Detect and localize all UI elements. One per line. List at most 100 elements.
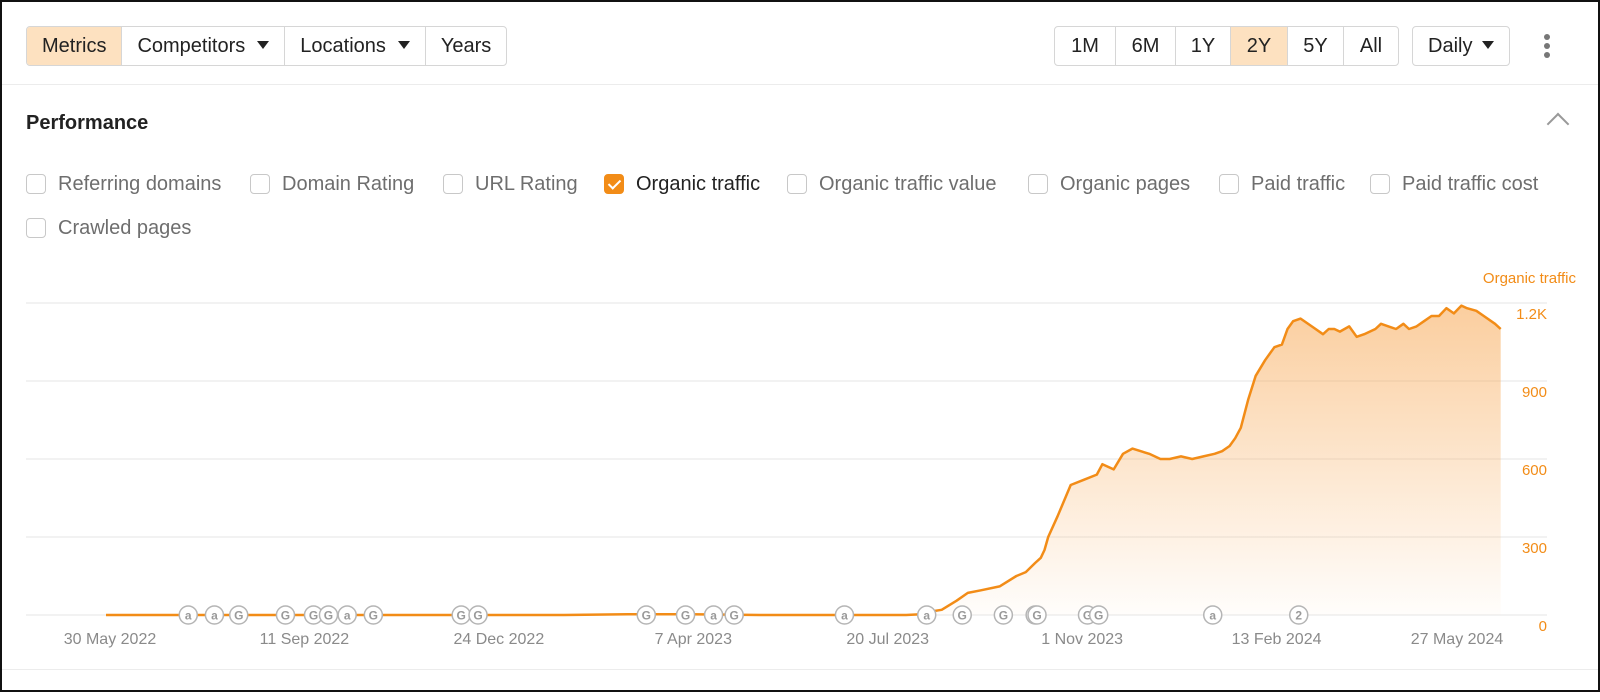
tab-years[interactable]: Years bbox=[440, 35, 492, 57]
collapse-chevron-up-icon[interactable] bbox=[1546, 112, 1570, 136]
metric-referring-domains[interactable]: Referring domains bbox=[26, 172, 221, 196]
annotation-circle bbox=[204, 605, 225, 625]
annotation-circle bbox=[1027, 605, 1047, 625]
annotation-label: G bbox=[729, 609, 738, 623]
annotation-marker: G bbox=[724, 605, 744, 625]
metric-url-rating[interactable]: URL Rating bbox=[443, 172, 578, 196]
x-tick-label: 13 Feb 2024 bbox=[1232, 631, 1322, 648]
annotation-circle bbox=[952, 605, 972, 625]
time-range-selector: 1M 6M 1Y 2Y 5Y All bbox=[1054, 26, 1399, 66]
metric-label: Organic traffic value bbox=[819, 172, 997, 195]
annotation-circle bbox=[703, 605, 724, 625]
metric-organic-traffic[interactable]: Organic traffic bbox=[604, 172, 760, 196]
range-6m-button[interactable]: 6M bbox=[1116, 27, 1176, 65]
annotation-label: G bbox=[1094, 609, 1103, 623]
range-1m-button[interactable]: 1M bbox=[1055, 27, 1116, 65]
x-tick-label: 7 Apr 2023 bbox=[655, 631, 733, 648]
competitors-dropdown[interactable]: Competitors bbox=[122, 27, 286, 65]
granularity-button[interactable]: Daily bbox=[1413, 27, 1509, 65]
y-axis-label: Organic traffic bbox=[1483, 270, 1577, 287]
checkbox[interactable] bbox=[1219, 174, 1239, 194]
annotation-label: a bbox=[344, 609, 351, 623]
toolbar: Metrics Competitors Locations Years 1M 6… bbox=[2, 2, 1598, 85]
organic-traffic-chart: aaGGGGaGGGGGaGaaGGGGGGa2 03006009001.2KO… bbox=[26, 270, 1577, 648]
annotation-marker: a bbox=[178, 605, 199, 625]
annotation-circle bbox=[636, 605, 657, 625]
metric-paid-traffic[interactable]: Paid traffic bbox=[1219, 172, 1345, 196]
annotation-label: a bbox=[211, 609, 218, 623]
annotation-label: G bbox=[999, 609, 1008, 623]
checkbox[interactable] bbox=[443, 174, 463, 194]
annotation-label: G bbox=[457, 609, 466, 623]
annotation-marker: G bbox=[675, 605, 696, 625]
caret-down-icon bbox=[1482, 40, 1495, 49]
x-tick-label: 24 Dec 2022 bbox=[453, 631, 544, 648]
annotation-marker: G bbox=[952, 605, 972, 625]
annotation-marker: G bbox=[451, 605, 471, 625]
annotation-circle bbox=[468, 605, 488, 625]
checkbox[interactable] bbox=[26, 218, 46, 238]
checkbox-checked[interactable] bbox=[604, 174, 624, 194]
checkbox[interactable] bbox=[26, 174, 46, 194]
metric-paid-traffic-cost[interactable]: Paid traffic cost bbox=[1370, 172, 1538, 196]
range-all-button[interactable]: All bbox=[1359, 35, 1383, 57]
y-tick-label: 600 bbox=[1522, 462, 1547, 479]
checkbox[interactable] bbox=[250, 174, 270, 194]
annotation-label: G bbox=[324, 609, 333, 623]
annotation-circle bbox=[228, 605, 249, 625]
metric-crawled-pages[interactable]: Crawled pages bbox=[26, 216, 191, 240]
annotation-label: G bbox=[473, 609, 482, 623]
locations-dropdown[interactable]: Locations bbox=[285, 27, 426, 65]
metric-label: Organic pages bbox=[1060, 172, 1191, 195]
y-tick-label: 1.2K bbox=[1516, 306, 1547, 323]
series-area bbox=[106, 305, 1501, 615]
checkbox[interactable] bbox=[1028, 174, 1048, 194]
annotation-label: G bbox=[958, 609, 967, 623]
annotation-label: G bbox=[1083, 609, 1092, 623]
range-1y-button[interactable]: 1Y bbox=[1176, 27, 1231, 65]
annotation-label: G bbox=[309, 609, 318, 623]
annotation-label: a bbox=[1209, 609, 1216, 623]
annotation-label: G bbox=[281, 609, 290, 623]
metric-organic-pages[interactable]: Organic pages bbox=[1028, 172, 1190, 196]
range-2y-button[interactable]: 2Y bbox=[1231, 27, 1288, 65]
x-tick-label: 30 May 2022 bbox=[64, 631, 157, 648]
metric-label: Referring domains bbox=[58, 172, 222, 195]
annotation-marker: a bbox=[337, 605, 357, 625]
checkbox[interactable] bbox=[787, 174, 807, 194]
annotation-label: a bbox=[923, 609, 930, 623]
metric-label: Domain Rating bbox=[282, 172, 415, 195]
more-options-icon[interactable] bbox=[1542, 34, 1552, 60]
annotation-circle bbox=[724, 605, 744, 625]
annotation-circle bbox=[363, 605, 384, 625]
annotation-marker: a bbox=[703, 605, 724, 625]
metric-label: Organic traffic bbox=[636, 172, 761, 195]
tab-metrics[interactable]: Metrics bbox=[27, 27, 123, 65]
metric-label: Paid traffic bbox=[1251, 172, 1346, 195]
annotation-marker: G bbox=[1088, 605, 1109, 625]
annotation-marker: G bbox=[468, 605, 488, 625]
annotation-label: a bbox=[185, 609, 192, 623]
range-5y-button[interactable]: 5Y bbox=[1288, 27, 1344, 65]
annotation-marker: a bbox=[834, 605, 855, 625]
metric-label: Crawled pages bbox=[58, 216, 192, 239]
annotation-marker: G bbox=[363, 605, 384, 625]
annotation-label: a bbox=[710, 609, 717, 623]
annotation-marker: G bbox=[636, 605, 657, 625]
annotation-circle bbox=[337, 605, 357, 625]
annotation-marker: G bbox=[275, 605, 296, 625]
annotation-circle bbox=[275, 605, 296, 625]
checkbox[interactable] bbox=[1370, 174, 1390, 194]
annotation-marker: G bbox=[993, 605, 1014, 625]
y-tick-label: 300 bbox=[1522, 540, 1547, 557]
x-tick-label: 27 May 2024 bbox=[1411, 631, 1504, 648]
annotation-circle bbox=[834, 605, 855, 625]
annotation-marker: G bbox=[318, 605, 339, 625]
annotation-circle bbox=[675, 605, 696, 625]
annotation-circle bbox=[178, 605, 199, 625]
granularity-dropdown[interactable]: Daily bbox=[1412, 26, 1511, 66]
metric-organic-traffic-value[interactable]: Organic traffic value bbox=[787, 172, 997, 196]
caret-down-icon bbox=[257, 40, 270, 49]
metric-domain-rating[interactable]: Domain Rating bbox=[250, 172, 414, 196]
